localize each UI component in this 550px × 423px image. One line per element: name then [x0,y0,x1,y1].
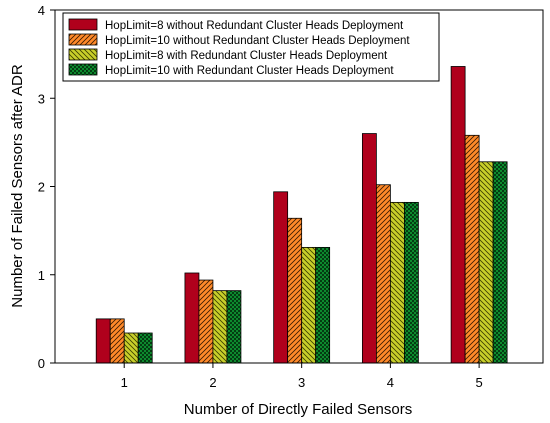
x-tick-label: 4 [387,375,394,390]
y-tick-label: 1 [38,268,45,283]
y-tick-label: 0 [38,356,45,371]
x-tick-label: 1 [121,375,128,390]
bar-series1-cat3 [273,191,289,364]
plot-frame [54,9,544,364]
y-tick-label: 4 [38,3,45,18]
legend-swatch [68,48,98,61]
legend-swatch [68,63,98,76]
legend-label: HopLimit=10 without Redundant Cluster He… [105,35,410,47]
bar-series2-cat5 [464,134,480,364]
bar-series4-cat3 [315,246,331,364]
bar-series3-cat5 [478,161,494,364]
bar-series3-cat4 [389,201,405,364]
legend-swatch [68,33,98,46]
bars-group [95,66,508,364]
x-tick-label: 3 [298,375,305,390]
bar-series1-cat1 [95,318,111,364]
bar-series4-cat5 [492,161,508,364]
bar-series2-cat4 [375,184,391,364]
legend-label: HopLimit=8 without Redundant Cluster Hea… [105,20,404,32]
legend-swatch [68,18,98,31]
bar-series2-cat1 [109,318,125,364]
bar-series1-cat4 [361,133,377,364]
bar-series2-cat3 [287,217,303,364]
bar-series3-cat2 [212,290,228,364]
bar-series1-cat5 [450,66,466,364]
x-axis-label: Number of Directly Failed Sensors [184,401,412,418]
legend-box [62,12,440,82]
bar-series4-cat2 [226,290,242,364]
bar-series4-cat4 [403,201,419,364]
bar-series1-cat2 [184,272,200,364]
legend-label: HopLimit=10 with Redundant Cluster Heads… [105,65,394,77]
x-tick-label: 2 [209,375,216,390]
bar-series4-cat1 [137,332,153,364]
y-tick-label: 2 [38,180,45,195]
x-tick-label: 5 [475,375,482,390]
y-tick-label: 3 [38,91,45,106]
y-axis-label: Number of Failed Sensors after ADR [9,64,26,308]
bar-series3-cat3 [301,246,317,364]
legend: HopLimit=8 without Redundant Cluster Hea… [62,12,440,82]
ticks-group: 0 1 2 3 4 1 2 3 4 5 [38,3,483,390]
bar-series3-cat1 [123,332,139,364]
bar-series2-cat2 [198,279,214,364]
legend-label: HopLimit=8 with Redundant Cluster Heads … [105,50,388,62]
